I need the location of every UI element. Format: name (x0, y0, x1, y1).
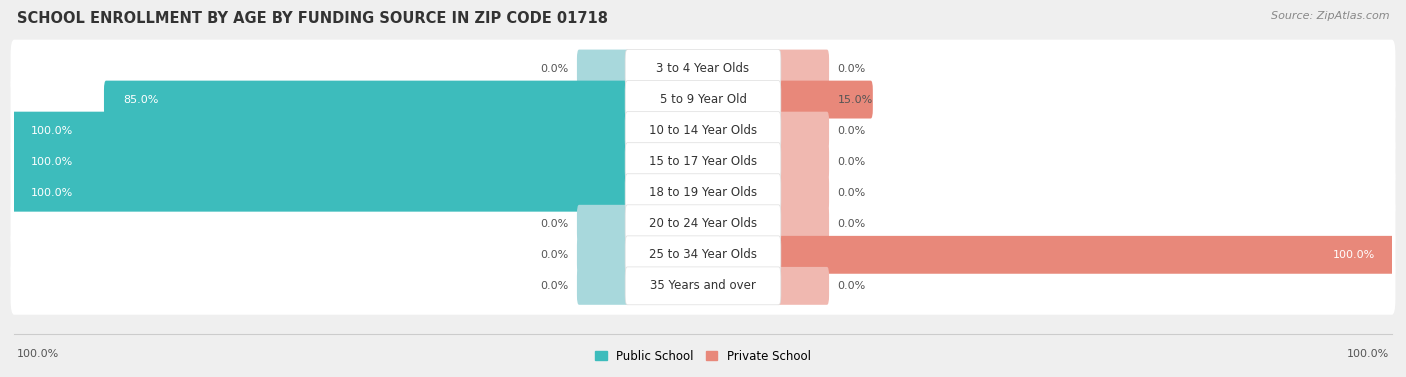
Text: 0.0%: 0.0% (838, 281, 866, 291)
FancyBboxPatch shape (104, 81, 630, 118)
FancyBboxPatch shape (626, 236, 780, 274)
Text: 20 to 24 Year Olds: 20 to 24 Year Olds (650, 217, 756, 230)
FancyBboxPatch shape (13, 143, 630, 181)
FancyBboxPatch shape (576, 205, 630, 243)
Text: 35 Years and over: 35 Years and over (650, 279, 756, 292)
Text: 0.0%: 0.0% (838, 188, 866, 198)
FancyBboxPatch shape (776, 112, 830, 150)
Text: 0.0%: 0.0% (838, 219, 866, 229)
Text: 25 to 34 Year Olds: 25 to 34 Year Olds (650, 248, 756, 261)
FancyBboxPatch shape (626, 50, 780, 87)
FancyBboxPatch shape (776, 174, 830, 211)
FancyBboxPatch shape (626, 174, 780, 211)
FancyBboxPatch shape (11, 102, 1395, 159)
Text: 0.0%: 0.0% (540, 250, 568, 260)
Text: 100.0%: 100.0% (1347, 349, 1389, 359)
Text: 0.0%: 0.0% (540, 64, 568, 74)
Text: 0.0%: 0.0% (540, 219, 568, 229)
FancyBboxPatch shape (776, 205, 830, 243)
FancyBboxPatch shape (626, 267, 780, 305)
FancyBboxPatch shape (11, 71, 1395, 129)
Text: 3 to 4 Year Olds: 3 to 4 Year Olds (657, 62, 749, 75)
Text: 100.0%: 100.0% (1333, 250, 1375, 260)
Text: 100.0%: 100.0% (17, 349, 59, 359)
Text: 18 to 19 Year Olds: 18 to 19 Year Olds (650, 186, 756, 199)
FancyBboxPatch shape (11, 226, 1395, 284)
FancyBboxPatch shape (11, 133, 1395, 190)
FancyBboxPatch shape (11, 257, 1395, 315)
Text: 100.0%: 100.0% (31, 126, 73, 136)
FancyBboxPatch shape (776, 267, 830, 305)
FancyBboxPatch shape (776, 236, 1393, 274)
FancyBboxPatch shape (576, 50, 630, 87)
FancyBboxPatch shape (13, 174, 630, 211)
FancyBboxPatch shape (626, 143, 780, 181)
FancyBboxPatch shape (576, 236, 630, 274)
FancyBboxPatch shape (776, 143, 830, 181)
FancyBboxPatch shape (11, 195, 1395, 253)
FancyBboxPatch shape (626, 205, 780, 243)
Text: Source: ZipAtlas.com: Source: ZipAtlas.com (1271, 11, 1389, 21)
FancyBboxPatch shape (776, 50, 830, 87)
FancyBboxPatch shape (11, 40, 1395, 97)
Legend: Public School, Private School: Public School, Private School (591, 345, 815, 367)
FancyBboxPatch shape (13, 112, 630, 150)
Text: 15 to 17 Year Olds: 15 to 17 Year Olds (650, 155, 756, 168)
Text: 100.0%: 100.0% (31, 188, 73, 198)
FancyBboxPatch shape (576, 267, 630, 305)
Text: 0.0%: 0.0% (838, 126, 866, 136)
FancyBboxPatch shape (626, 81, 780, 118)
FancyBboxPatch shape (776, 81, 873, 118)
Text: SCHOOL ENROLLMENT BY AGE BY FUNDING SOURCE IN ZIP CODE 01718: SCHOOL ENROLLMENT BY AGE BY FUNDING SOUR… (17, 11, 607, 26)
Text: 100.0%: 100.0% (31, 157, 73, 167)
Text: 0.0%: 0.0% (540, 281, 568, 291)
Text: 0.0%: 0.0% (838, 64, 866, 74)
Text: 0.0%: 0.0% (838, 157, 866, 167)
Text: 15.0%: 15.0% (838, 95, 873, 104)
FancyBboxPatch shape (626, 112, 780, 150)
Text: 5 to 9 Year Old: 5 to 9 Year Old (659, 93, 747, 106)
Text: 85.0%: 85.0% (124, 95, 159, 104)
Text: 10 to 14 Year Olds: 10 to 14 Year Olds (650, 124, 756, 137)
FancyBboxPatch shape (11, 164, 1395, 222)
